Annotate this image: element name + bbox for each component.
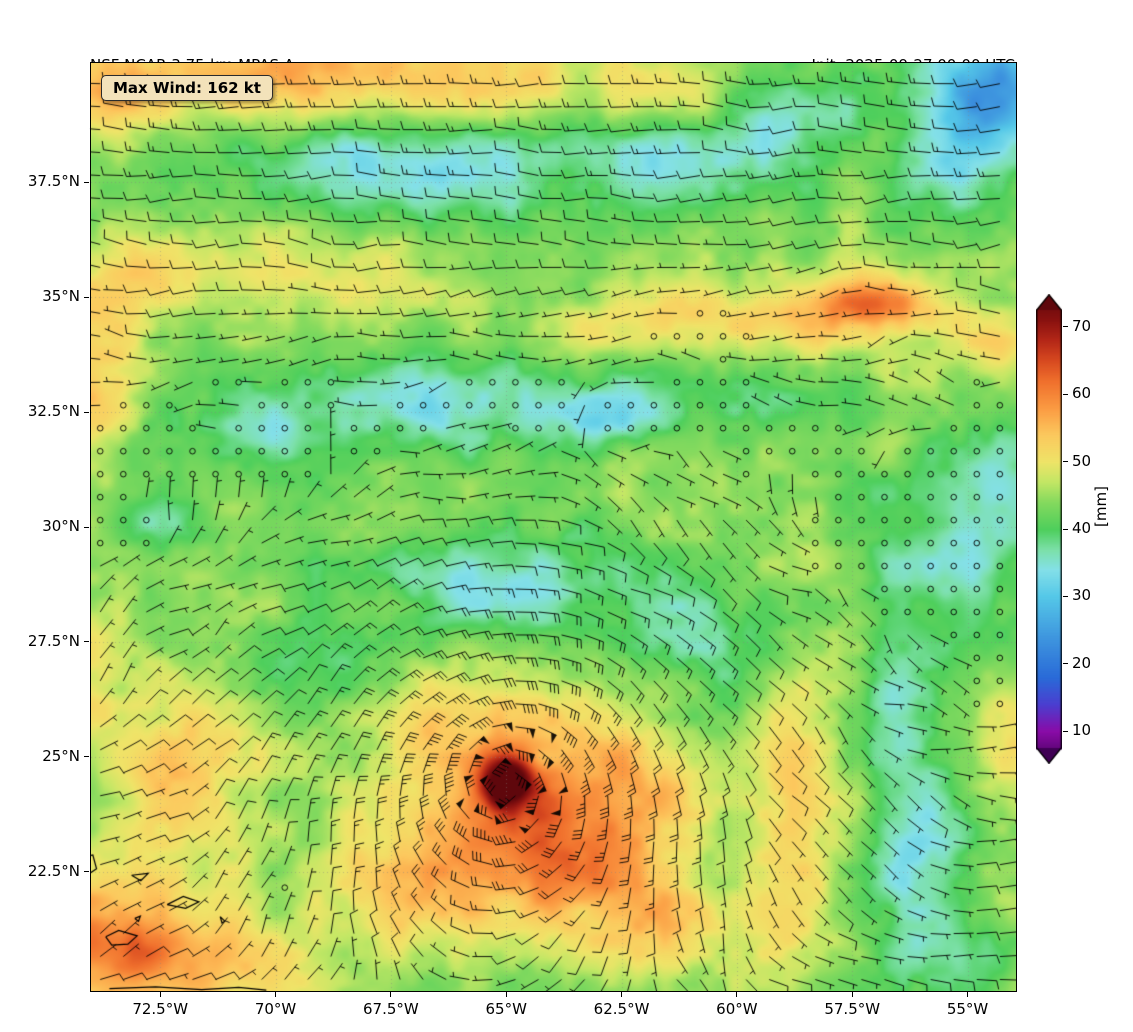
colorbar-tick-mark <box>1063 461 1068 463</box>
colorbar-tick-label: 50 <box>1072 451 1092 470</box>
y-tick-mark <box>84 756 89 758</box>
x-tick-label: 55°W <box>946 1000 989 1018</box>
colorbar-tick-label: 70 <box>1072 316 1092 335</box>
x-tick-label: 72.5°W <box>132 1000 189 1018</box>
colorbar-tick-mark <box>1063 595 1068 597</box>
y-tick-mark <box>84 411 89 413</box>
colorbar-tick-mark <box>1063 663 1068 665</box>
y-tick-label: 37.5°N <box>27 172 80 191</box>
y-tick-label: 27.5°N <box>27 631 80 650</box>
colorbar-tick-label: 30 <box>1072 586 1092 605</box>
colorbar-tick-mark <box>1063 393 1068 395</box>
x-tick-label: 57.5°W <box>824 1000 881 1018</box>
colorbar-tick-mark <box>1063 326 1068 328</box>
y-tick-label: 32.5°N <box>27 402 80 421</box>
x-tick-mark <box>159 992 161 997</box>
colorbar-canvas <box>1036 294 1062 764</box>
x-tick-mark <box>967 992 969 997</box>
colorbar-tick-mark <box>1063 528 1068 530</box>
y-tick-mark <box>84 526 89 528</box>
y-tick-mark <box>84 641 89 643</box>
x-tick-label: 67.5°W <box>363 1000 419 1018</box>
colorbar-tick-label: 10 <box>1072 721 1092 740</box>
x-tick-label: 62.5°W <box>593 1000 650 1018</box>
y-tick-label: 22.5°N <box>27 861 80 880</box>
colorbar-tick-label: 20 <box>1072 653 1092 672</box>
x-tick-mark <box>390 992 392 997</box>
colorbar-tick-label: 60 <box>1072 384 1092 403</box>
x-tick-mark <box>621 992 623 997</box>
map-panel: Max Wind: 162 kt <box>90 62 1017 992</box>
y-tick-label: 35°N <box>42 287 80 306</box>
max-wind-badge: Max Wind: 162 kt <box>101 75 273 101</box>
y-tick-mark <box>84 871 89 873</box>
x-tick-label: 65°W <box>485 1000 527 1018</box>
x-tick-mark <box>851 992 853 997</box>
x-tick-mark <box>275 992 277 997</box>
colorbar-tick-label: 40 <box>1072 519 1092 537</box>
map-canvas <box>91 63 1016 991</box>
y-tick-label: 30°N <box>42 517 80 535</box>
x-tick-mark <box>736 992 738 997</box>
y-tick-mark <box>84 296 89 298</box>
x-tick-label: 70°W <box>254 1000 297 1018</box>
colorbar-tick-mark <box>1063 730 1068 732</box>
x-tick-mark <box>505 992 507 997</box>
y-tick-label: 25°N <box>42 746 80 765</box>
y-tick-mark <box>84 181 89 183</box>
x-tick-label: 60°W <box>716 1000 758 1018</box>
